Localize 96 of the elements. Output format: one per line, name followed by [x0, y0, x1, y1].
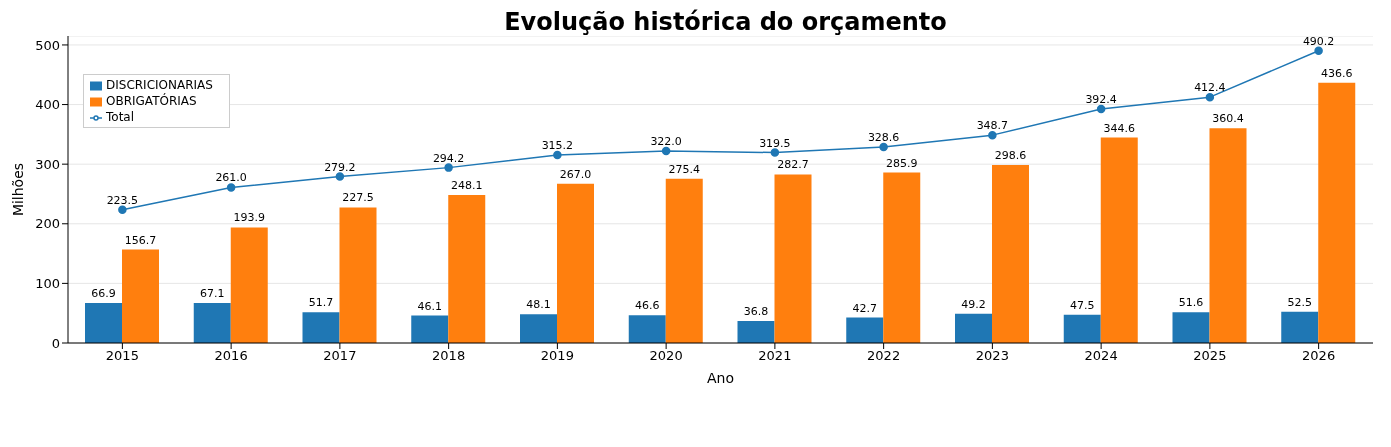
bar — [557, 183, 594, 343]
point — [553, 150, 562, 160]
legend-label: Total — [106, 110, 135, 124]
bar — [665, 178, 703, 343]
bar — [883, 172, 921, 343]
bar — [737, 321, 775, 343]
bar — [411, 315, 449, 343]
legend-label: DISCRICIONARIAS — [106, 78, 213, 92]
bar — [1172, 312, 1210, 343]
point — [1205, 92, 1215, 102]
data-label: 275.4 — [668, 162, 700, 176]
data-label: 261.0 — [215, 171, 247, 185]
x-tick-label: 2024 — [1084, 348, 1118, 364]
data-label: 267.0 — [559, 167, 592, 181]
data-label: 279.2 — [324, 160, 356, 174]
y-tick-label: 300 — [35, 156, 60, 172]
y-tick-label: 100 — [35, 276, 60, 291]
y-tick-label: 400 — [35, 97, 60, 113]
data-label: 319.5 — [759, 136, 791, 150]
data-label: 285.9 — [886, 156, 918, 170]
data-label: 46.1 — [417, 299, 442, 313]
x-tick-label: 2015 — [105, 348, 139, 364]
data-label: 36.8 — [743, 305, 769, 319]
data-label: 51.7 — [308, 296, 334, 310]
data-label: 412.4 — [1194, 81, 1226, 95]
x-tick-label: 2023 — [975, 348, 1009, 364]
data-label: 436.6 — [1321, 66, 1353, 80]
point — [1314, 46, 1323, 56]
data-label: 315.2 — [541, 139, 574, 153]
bar — [85, 303, 122, 343]
bar — [448, 195, 486, 343]
data-label: 51.6 — [1178, 296, 1204, 310]
legend-label: OBRIGATÓRIAS — [106, 94, 197, 108]
bar — [774, 174, 812, 343]
data-label: 67.1 — [200, 287, 225, 300]
data-label: 49.2 — [961, 297, 986, 311]
point — [661, 146, 671, 156]
y-tick-label: 200 — [35, 216, 60, 232]
data-label: 490.2 — [1302, 34, 1335, 48]
data-label: 248.1 — [451, 179, 483, 193]
point — [1096, 104, 1106, 114]
data-label: 392.4 — [1085, 93, 1117, 107]
data-label: 42.7 — [852, 301, 877, 315]
y-axis-title: Milhões — [9, 162, 26, 217]
bar — [520, 314, 557, 343]
x-tick-label: 2020 — [649, 348, 683, 364]
x-tick-label: 2017 — [323, 348, 357, 364]
point — [118, 205, 127, 215]
x-tick-label: 2019 — [540, 348, 574, 364]
data-label: 48.1 — [526, 298, 551, 312]
bar — [628, 315, 666, 343]
data-label: 193.9 — [233, 211, 265, 225]
point — [335, 172, 345, 181]
data-label: 282.7 — [777, 158, 809, 172]
bar — [1209, 128, 1247, 343]
chart-title: Evolução histórica do orçamento — [503, 8, 948, 36]
point — [226, 183, 236, 192]
data-label: 47.5 — [1070, 298, 1095, 312]
data-label: 52.5 — [1287, 295, 1312, 309]
bar — [1063, 314, 1101, 343]
bar — [230, 227, 268, 343]
data-label: 328.6 — [867, 131, 900, 145]
data-label: 227.5 — [342, 191, 374, 205]
bar — [846, 317, 884, 343]
data-label: 348.7 — [976, 119, 1009, 133]
bar — [1100, 137, 1138, 343]
data-label: 322.0 — [650, 135, 682, 149]
data-label: 294.2 — [432, 151, 465, 165]
x-tick-label: 2018 — [432, 348, 466, 364]
bar — [339, 207, 377, 343]
x-axis-title: Ano — [706, 370, 735, 386]
point — [444, 163, 453, 172]
bar — [1318, 82, 1356, 343]
y-tick-label: 0 — [51, 335, 60, 351]
bar — [193, 303, 231, 343]
data-label: 298.6 — [994, 149, 1027, 162]
bar — [122, 249, 159, 343]
x-tick-label: 2016 — [214, 348, 248, 364]
bar — [302, 312, 340, 343]
bar — [1281, 311, 1319, 343]
bar — [992, 165, 1029, 343]
x-tick-label: 2022 — [867, 348, 901, 364]
data-label: 344.6 — [1103, 121, 1135, 135]
x-tick-label: 2026 — [1302, 348, 1336, 364]
data-label: 360.4 — [1212, 112, 1244, 126]
y-tick-label: 500 — [35, 37, 60, 53]
data-label: 156.7 — [124, 233, 157, 247]
point — [879, 142, 888, 152]
bar — [955, 313, 992, 343]
x-tick-label: 2021 — [758, 348, 792, 364]
data-label: 46.6 — [635, 299, 660, 313]
x-tick-label: 2025 — [1193, 348, 1227, 364]
point — [988, 130, 997, 140]
point — [770, 148, 780, 157]
data-label: 66.9 — [91, 287, 116, 301]
data-label: 223.5 — [106, 193, 139, 207]
